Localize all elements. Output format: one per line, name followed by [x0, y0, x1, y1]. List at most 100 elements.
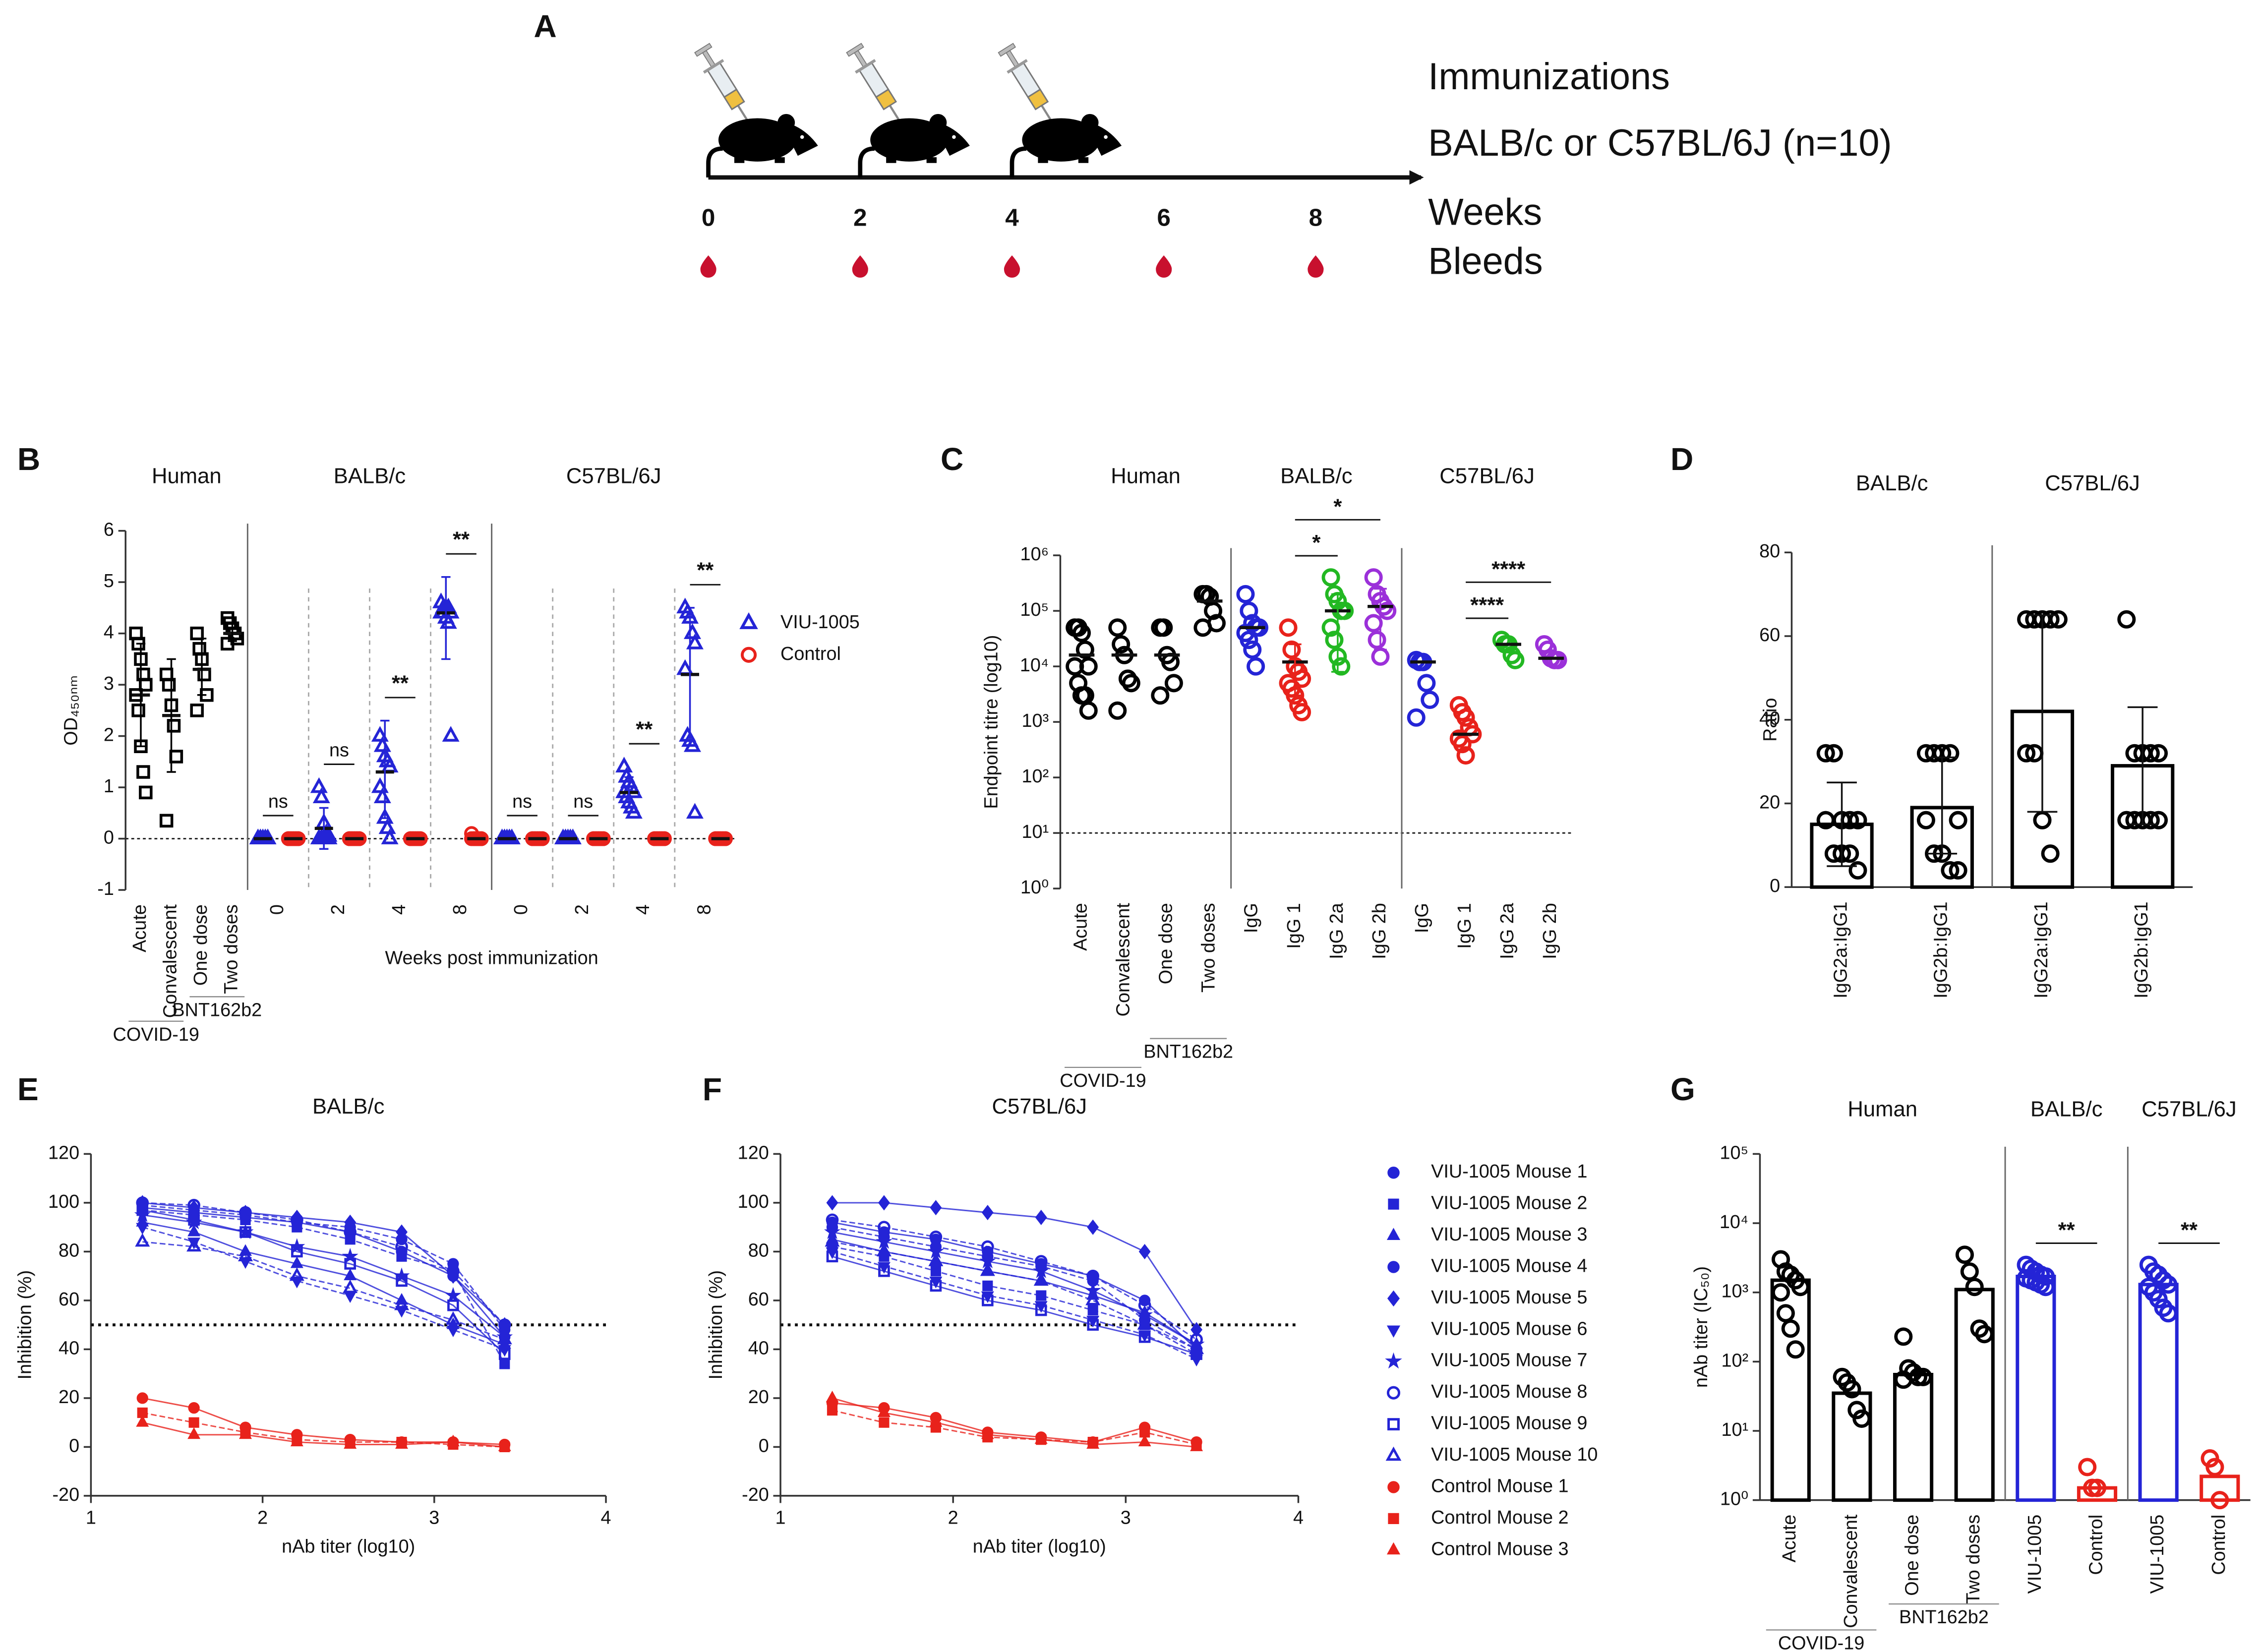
- fit-line: [832, 1402, 1197, 1443]
- data-point: [825, 1233, 840, 1247]
- panel-label: C: [941, 441, 963, 477]
- data-point: [1085, 1292, 1101, 1305]
- y-tick-label: 5: [104, 571, 114, 591]
- panel-label: A: [534, 8, 557, 44]
- legend-label: VIU-1005 Mouse 10: [1431, 1444, 1598, 1465]
- data-point: [1243, 640, 1262, 659]
- legend-marker: [1386, 1228, 1401, 1240]
- x-tick-label: 8: [694, 904, 714, 915]
- timeline-axis-label: Weeks: [1428, 191, 1542, 233]
- y-tick-label: 10⁵: [1020, 599, 1049, 620]
- data-point: [826, 1250, 838, 1263]
- data-point: [289, 1267, 304, 1281]
- x-tick-label: 1: [86, 1507, 96, 1528]
- data-point: [1456, 746, 1475, 765]
- data-point: [188, 1402, 200, 1414]
- legend-label: VIU-1005 Mouse 3: [1431, 1224, 1587, 1245]
- y-tick-label: 80: [1759, 541, 1780, 562]
- data-point: [446, 1325, 460, 1337]
- data-point: [1975, 1325, 1994, 1344]
- data-point: [159, 814, 174, 828]
- legend-label: Control Mouse 1: [1431, 1475, 1568, 1496]
- y-tick-label: 4: [104, 622, 114, 643]
- legend-marker: [1385, 1352, 1402, 1369]
- legend-marker: [1386, 1386, 1401, 1400]
- section-label: BALB/c: [1280, 465, 1352, 488]
- y-tick-label: -20: [52, 1484, 79, 1505]
- data-point: [878, 1195, 890, 1211]
- legend-marker: [1387, 1261, 1400, 1273]
- legend-marker: [1388, 1513, 1399, 1525]
- legend-marker: [1387, 1167, 1400, 1179]
- fit-line: [832, 1202, 1197, 1330]
- legend-marker: [1387, 1481, 1400, 1493]
- x-tick-label: IgG: [1412, 903, 1432, 933]
- immunized-mouse: [844, 42, 969, 177]
- x-tick-label: 3: [429, 1507, 439, 1528]
- x-axis-label: Weeks post immunization: [385, 948, 598, 969]
- data-point: [1894, 1327, 1913, 1346]
- data-point: [826, 1213, 839, 1227]
- data-point: [1033, 1272, 1049, 1286]
- data-point: [190, 626, 204, 641]
- timeline-subtitle: BALB/c or C57BL/6J (n=10): [1428, 122, 1892, 164]
- fit-line: [832, 1397, 1197, 1448]
- y-tick-label: 0: [1770, 876, 1780, 896]
- data-point: [376, 808, 394, 824]
- data-point: [1368, 631, 1386, 649]
- data-point: [1034, 1432, 1048, 1444]
- data-point: [1112, 635, 1131, 654]
- data-point: [930, 1280, 942, 1292]
- section-label: BALB/c: [2030, 1098, 2103, 1121]
- fit-line: [832, 1251, 1197, 1360]
- comparison-label: ****: [1491, 558, 1525, 582]
- y-tick-label: 20: [1759, 792, 1780, 813]
- significance-label: ns: [573, 791, 593, 812]
- fit-line: [142, 1221, 505, 1345]
- data-point: [371, 726, 389, 742]
- data-point: [220, 637, 235, 651]
- y-axis-label: Inhibition (%): [14, 1270, 35, 1380]
- data-point: [2149, 744, 2168, 763]
- comparison-label: *: [1333, 495, 1342, 519]
- fit-line: [832, 1226, 1197, 1350]
- data-point: [1240, 631, 1258, 649]
- data-point: [1075, 640, 1094, 659]
- data-point: [396, 1275, 408, 1287]
- chart-title: C57BL/6J: [992, 1095, 1087, 1119]
- y-tick-label: 10²: [1722, 1350, 1749, 1371]
- data-point: [826, 1195, 838, 1211]
- x-tick-label: 8: [450, 904, 471, 915]
- x-tick-label: 1: [775, 1507, 786, 1528]
- data-point: [343, 1279, 358, 1293]
- y-tick-label: 10²: [1022, 766, 1049, 787]
- data-point: [497, 1331, 512, 1345]
- data-point: [1816, 744, 1835, 763]
- week-label: 2: [853, 204, 867, 231]
- data-point: [980, 1262, 995, 1276]
- data-point: [1247, 657, 1265, 676]
- fit-line: [142, 1209, 506, 1364]
- fit-line: [142, 1209, 505, 1355]
- blood-drop: [1004, 255, 1020, 278]
- data-point: [1236, 585, 1255, 603]
- data-point: [1506, 650, 1525, 669]
- data-point: [2017, 744, 2036, 763]
- data-point: [1848, 811, 1867, 829]
- data-point: [1913, 1367, 1932, 1386]
- x-tick-label: Convalescent: [1841, 1514, 1861, 1628]
- x-tick-label: Two doses: [1198, 903, 1219, 993]
- data-point: [1122, 674, 1140, 693]
- data-point: [877, 1405, 891, 1417]
- x-tick-label: Acute: [1070, 903, 1091, 951]
- data-point: [1138, 1331, 1151, 1343]
- y-tick-label: 10³: [1022, 710, 1049, 731]
- data-point: [1066, 657, 1084, 676]
- x-tick-label: IgG2a:IgG1: [2031, 901, 2052, 999]
- data-point: [982, 1280, 993, 1291]
- data-point: [1282, 640, 1301, 659]
- data-point: [1072, 624, 1091, 643]
- y-tick-label: 10⁵: [1720, 1142, 1748, 1163]
- data-point: [1816, 811, 1835, 829]
- legend-marker: [1388, 1198, 1399, 1210]
